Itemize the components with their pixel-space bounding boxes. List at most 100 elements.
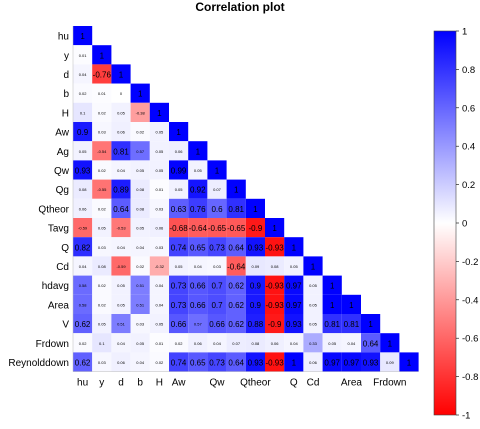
cell-value: 1	[234, 186, 239, 195]
cell-Ag-d	[111, 141, 131, 161]
cell-value: 1	[176, 128, 181, 137]
cell-Frdown-Qg	[226, 333, 246, 353]
y-label-Area: Area	[48, 300, 70, 311]
x-label-Q: Q	[290, 378, 298, 389]
cell-Qtheor-Aw	[169, 198, 189, 218]
cell-Qw-hu	[73, 160, 93, 180]
cell-value: -0.64	[227, 263, 246, 272]
cell-V-H	[149, 314, 169, 334]
cell-V-Area	[341, 314, 361, 334]
y-label-hdavg: hdavg	[42, 281, 69, 292]
cell-Ag-y	[92, 141, 112, 161]
x-label-y: y	[99, 378, 104, 389]
cell-value: 0.05	[136, 341, 145, 346]
cell-value: 1	[388, 339, 393, 348]
y-label-y: y	[64, 51, 69, 62]
cell-value: 0.05	[117, 302, 126, 307]
cell-value: 0.76	[190, 205, 206, 214]
cell-value: 0.02	[136, 130, 145, 135]
cell-Qtheor-d	[111, 198, 131, 218]
cell-V-y	[92, 314, 112, 334]
cell-b-b	[130, 83, 150, 103]
cell-V-hdavg	[322, 314, 342, 334]
cell-value: -0.54	[97, 149, 107, 154]
cell-Tavg-Qtheor	[245, 218, 265, 238]
cell-Tavg-b	[130, 218, 150, 238]
cell-Reynolddown-y	[92, 352, 112, 372]
cell-Aw-Aw	[169, 122, 189, 142]
cell-value: 0.58	[79, 283, 88, 288]
cell-value: 0.06	[156, 226, 165, 231]
cell-value: 0.66	[190, 282, 206, 291]
cell-hdavg-Cd	[303, 275, 323, 295]
cell-value: 0.06	[79, 206, 88, 211]
cell-V-Qtheor	[245, 314, 265, 334]
legend-tick-label: -0.8	[462, 372, 478, 383]
cell-Aw-b	[130, 122, 150, 142]
cell-value: 0.05	[194, 168, 203, 173]
cell-value: 0.62	[228, 320, 244, 329]
x-label-b: b	[137, 378, 143, 389]
cell-Q-Qw	[207, 237, 227, 257]
cell-V-Qw	[207, 314, 227, 334]
cell-Q-y	[92, 237, 112, 257]
cell-Tavg-Aw	[169, 218, 189, 238]
cell-Frdown-hu	[73, 333, 93, 353]
cell-V-b	[130, 314, 150, 334]
cell-Tavg-Qg	[226, 218, 246, 238]
x-label-Aw: Aw	[172, 378, 186, 389]
y-label-Qg: Qg	[56, 185, 69, 196]
cell-value: 0.74	[171, 359, 187, 368]
cell-Cd-Tavg	[265, 256, 285, 276]
cell-value: 1	[253, 205, 258, 214]
cell-Ag-Ag	[188, 141, 208, 161]
cell-Qtheor-Qtheor	[245, 198, 265, 218]
cell-value: 0.58	[79, 302, 88, 307]
cell-value: 0.05	[136, 168, 145, 173]
cell-y-y	[92, 45, 112, 65]
cell-Qw-y	[92, 160, 112, 180]
x-label-d: d	[118, 378, 124, 389]
cell-value: 0.73	[171, 282, 187, 291]
cell-Qw-b	[130, 160, 150, 180]
cell-value: 0.06	[194, 341, 203, 346]
cell-value: 0.57	[194, 322, 203, 327]
cell-value: 0.02	[79, 91, 88, 96]
cell-value: 0.05	[290, 264, 299, 269]
cell-Reynolddown-Qtheor	[245, 352, 265, 372]
cell-V-V	[361, 314, 381, 334]
cell-hdavg-d	[111, 275, 131, 295]
cell-value: 1	[119, 71, 124, 80]
cell-Tavg-Tavg	[265, 218, 285, 238]
cell-value: 0.01	[156, 187, 165, 192]
cell-Aw-H	[149, 122, 169, 142]
cell-value: 0.9	[250, 301, 262, 310]
legend-tick-label: -1	[462, 411, 470, 422]
cell-Reynolddown-Reynolddown	[399, 352, 419, 372]
legend-tick-label: 0.2	[462, 180, 475, 191]
color-legend: 1 0.8 0.6 0.4 0.2 0 -0.2 -0.4 -0.6 -0.8 -1	[433, 27, 478, 422]
cell-value: 0.05	[309, 283, 318, 288]
cell-Reynolddown-hu	[73, 352, 93, 372]
cell-value: 0.64	[363, 339, 379, 348]
x-axis-labels: hu y d b H Aw Qw Qtheor Q Cd Area Frdown	[77, 378, 406, 389]
cell-Ag-Aw	[169, 141, 189, 161]
cell-Q-Ag	[188, 237, 208, 257]
cell-value: 0.03	[98, 360, 107, 365]
cell-value: 0.7	[211, 301, 223, 310]
cell-value: 0.9	[77, 128, 89, 137]
cell-Qw-Qw	[207, 160, 227, 180]
cell-value: 0.97	[286, 282, 302, 291]
cell-value: 0.93	[248, 243, 264, 252]
cell-hdavg-hu	[73, 275, 93, 295]
cell-value: 1	[196, 147, 201, 156]
cell-value: 0.93	[248, 359, 264, 368]
cell-Area-H	[149, 294, 169, 314]
cell-value: 0.04	[79, 72, 88, 77]
cell-value: 1	[292, 243, 297, 252]
cell-Qtheor-Qw	[207, 198, 227, 218]
cell-value: 0.81	[344, 320, 360, 329]
cell-Reynolddown-b	[130, 352, 150, 372]
cell-Reynolddown-Ag	[188, 352, 208, 372]
heatmap-cells: 1 0.01 1 0.04 -0.76 1 0.02 0.01 0 1 0.1 0.02 0.05 -0.…	[72, 26, 419, 372]
